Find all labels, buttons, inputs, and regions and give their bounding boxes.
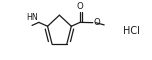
Text: O: O [93, 18, 100, 27]
Text: HCl: HCl [123, 26, 139, 36]
Text: HN: HN [26, 13, 38, 22]
Text: O: O [76, 2, 83, 11]
